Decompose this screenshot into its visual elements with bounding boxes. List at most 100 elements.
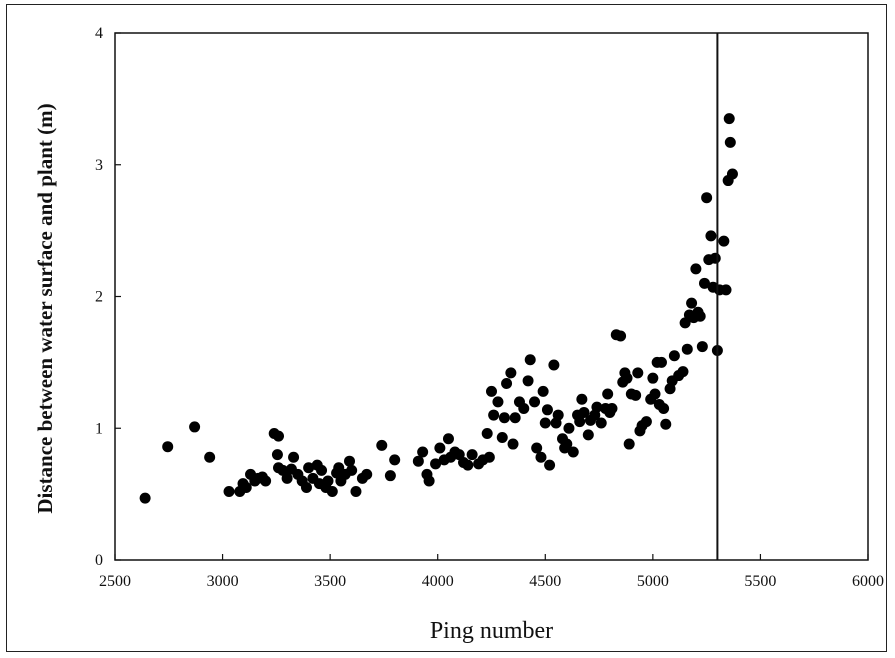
data-point <box>466 449 478 461</box>
data-point <box>606 402 618 414</box>
x-tick-label: 2500 <box>99 573 131 590</box>
data-point <box>723 113 735 125</box>
data-point <box>632 367 644 379</box>
data-point <box>524 354 536 366</box>
x-tick-label: 5500 <box>744 573 776 590</box>
data-point <box>649 388 661 400</box>
data-point <box>344 455 356 467</box>
x-tick-label: 4500 <box>529 573 561 590</box>
data-point <box>505 367 517 379</box>
data-point <box>647 372 659 384</box>
y-axis: 0 1 2 3 4 <box>95 25 121 569</box>
data-point <box>595 417 607 429</box>
chart-frame <box>6 4 887 652</box>
data-point <box>552 409 564 421</box>
data-point <box>548 359 560 371</box>
x-tick-label: 5000 <box>637 573 669 590</box>
data-point <box>696 341 708 353</box>
data-point <box>709 252 721 264</box>
data-point <box>486 385 497 397</box>
data-point <box>240 482 252 494</box>
data-point <box>346 464 358 476</box>
x-tick-label: 6000 <box>852 573 884 590</box>
data-point <box>724 136 736 148</box>
data-point <box>658 402 670 414</box>
y-tick-label: 3 <box>95 157 103 174</box>
data-point <box>434 442 446 454</box>
data-point <box>537 385 549 397</box>
data-point <box>591 401 603 413</box>
data-point <box>423 475 435 487</box>
data-point <box>281 472 293 484</box>
data-point <box>518 402 530 414</box>
data-point <box>271 449 283 461</box>
data-point <box>720 284 732 296</box>
data-point <box>300 482 312 494</box>
data-point <box>462 459 474 471</box>
data-point <box>690 263 702 275</box>
data-point <box>630 389 642 401</box>
data-point <box>621 372 633 384</box>
data-point <box>701 192 713 204</box>
data-point <box>668 350 680 362</box>
data-point <box>655 356 667 368</box>
data-point <box>260 475 272 487</box>
y-axis-label: Distance between water surface and plant… <box>33 103 57 513</box>
data-point <box>529 396 541 408</box>
data-point <box>640 416 652 428</box>
data-point <box>204 451 216 463</box>
data-point <box>681 343 693 355</box>
data-point <box>498 412 510 424</box>
data-point <box>522 375 534 387</box>
data-point <box>578 406 590 418</box>
data-point <box>384 470 396 482</box>
data-point <box>442 433 454 445</box>
data-point <box>541 404 553 416</box>
data-point <box>322 475 334 487</box>
y-tick-label: 1 <box>95 420 103 437</box>
plot-area <box>114 32 869 561</box>
y-tick-label: 2 <box>95 289 103 306</box>
data-point <box>483 451 495 463</box>
data-point <box>563 422 575 434</box>
x-axis-label: Ping number <box>430 618 553 644</box>
x-tick-label: 3000 <box>207 573 239 590</box>
data-point <box>531 442 543 454</box>
data-point <box>139 492 151 504</box>
data-point <box>686 297 698 309</box>
data-point <box>361 468 373 480</box>
data-point <box>189 421 201 433</box>
data-point <box>273 430 285 442</box>
data-point <box>288 451 300 463</box>
data-point <box>623 438 635 450</box>
data-point <box>718 235 730 247</box>
data-point <box>561 438 573 450</box>
data-point <box>417 446 429 458</box>
data-point <box>567 446 579 458</box>
data-point <box>694 310 706 322</box>
data-point <box>162 441 174 453</box>
data-point <box>582 429 594 441</box>
data-point <box>705 230 717 242</box>
data-point <box>326 485 338 497</box>
data-point <box>698 277 710 289</box>
data-point <box>412 455 424 467</box>
data-point <box>496 431 508 443</box>
y-tick-label: 0 <box>95 552 103 569</box>
data-point <box>430 458 442 470</box>
data-point <box>350 485 362 497</box>
data-point <box>535 451 547 463</box>
data-point <box>539 417 551 429</box>
data-point <box>574 416 586 428</box>
data-point <box>509 412 521 424</box>
data-point <box>303 462 315 474</box>
data-point <box>316 464 328 476</box>
x-tick-label: 3500 <box>314 573 346 590</box>
axes-box <box>114 32 869 561</box>
data-point <box>602 388 614 400</box>
data-point <box>389 454 401 466</box>
data-point <box>677 366 689 378</box>
y-tick-label: 4 <box>95 25 103 42</box>
data-point <box>576 393 588 405</box>
